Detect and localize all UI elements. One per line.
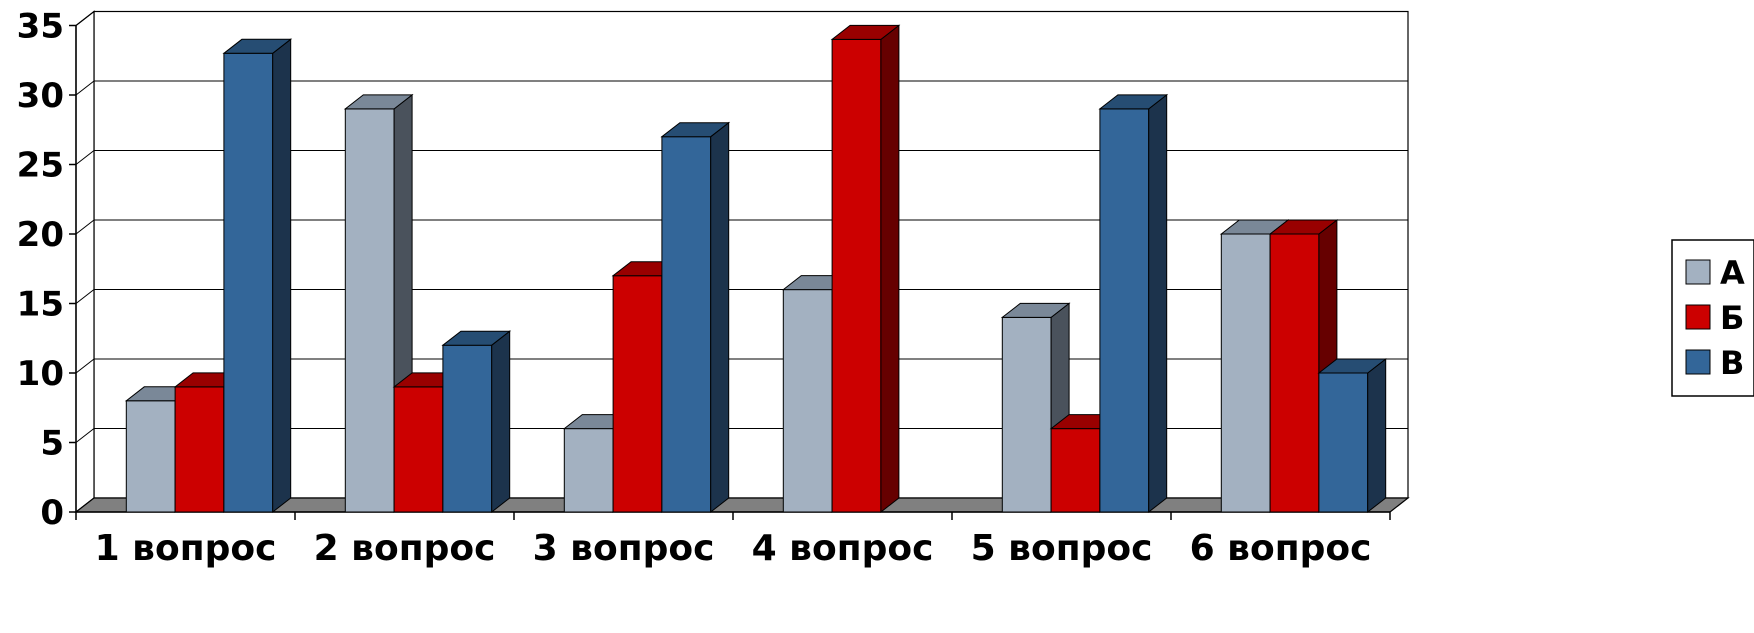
bar-front — [662, 137, 711, 512]
bar — [443, 331, 510, 512]
legend-swatch — [1686, 260, 1710, 284]
bar-front — [783, 290, 832, 512]
side-wall — [76, 12, 94, 513]
y-tick-label: 10 — [17, 354, 64, 394]
bar-side — [881, 25, 899, 512]
x-category-label: 4 вопрос — [752, 528, 934, 569]
bar-front — [1051, 429, 1100, 512]
bar-front — [443, 345, 492, 512]
y-tick-label: 20 — [17, 215, 64, 255]
bar — [1100, 95, 1167, 512]
y-tick-label: 5 — [40, 424, 64, 464]
bar — [224, 39, 291, 512]
bar-side — [273, 39, 291, 512]
bar-side — [711, 123, 729, 512]
y-tick-label: 30 — [17, 76, 64, 116]
bar — [662, 123, 729, 512]
y-tick-label: 25 — [17, 146, 64, 186]
bar-front — [832, 39, 881, 512]
bar-side — [1368, 359, 1386, 512]
x-category-label: 2 вопрос — [314, 528, 496, 569]
x-category-label: 3 вопрос — [533, 528, 715, 569]
bar-front — [1221, 234, 1270, 512]
bar-front — [613, 276, 662, 512]
legend-swatch — [1686, 305, 1710, 329]
bar — [832, 25, 899, 512]
bar-front — [394, 387, 443, 512]
bar-front — [564, 429, 613, 512]
y-tick-label: 15 — [17, 285, 64, 325]
bar-front — [345, 109, 394, 512]
bar-front — [224, 53, 273, 512]
legend-label: А — [1720, 254, 1745, 292]
bar-front — [1002, 317, 1051, 512]
bar — [1319, 359, 1386, 512]
legend-swatch — [1686, 350, 1710, 374]
x-category-label: 6 вопрос — [1190, 528, 1372, 569]
bar-side — [492, 331, 510, 512]
bar-side — [1149, 95, 1167, 512]
x-category-label: 1 вопрос — [95, 528, 277, 569]
bar-front — [1319, 373, 1368, 512]
bar-front — [175, 387, 224, 512]
y-tick-label: 0 — [40, 493, 64, 533]
legend-label: В — [1720, 344, 1744, 382]
bar-front — [1100, 109, 1149, 512]
bar-front — [126, 401, 175, 512]
bar-front — [1270, 234, 1319, 512]
legend-label: Б — [1720, 299, 1744, 337]
y-tick-label: 35 — [17, 7, 64, 47]
x-category-label: 5 вопрос — [971, 528, 1153, 569]
legend: АБВ — [1672, 240, 1754, 396]
